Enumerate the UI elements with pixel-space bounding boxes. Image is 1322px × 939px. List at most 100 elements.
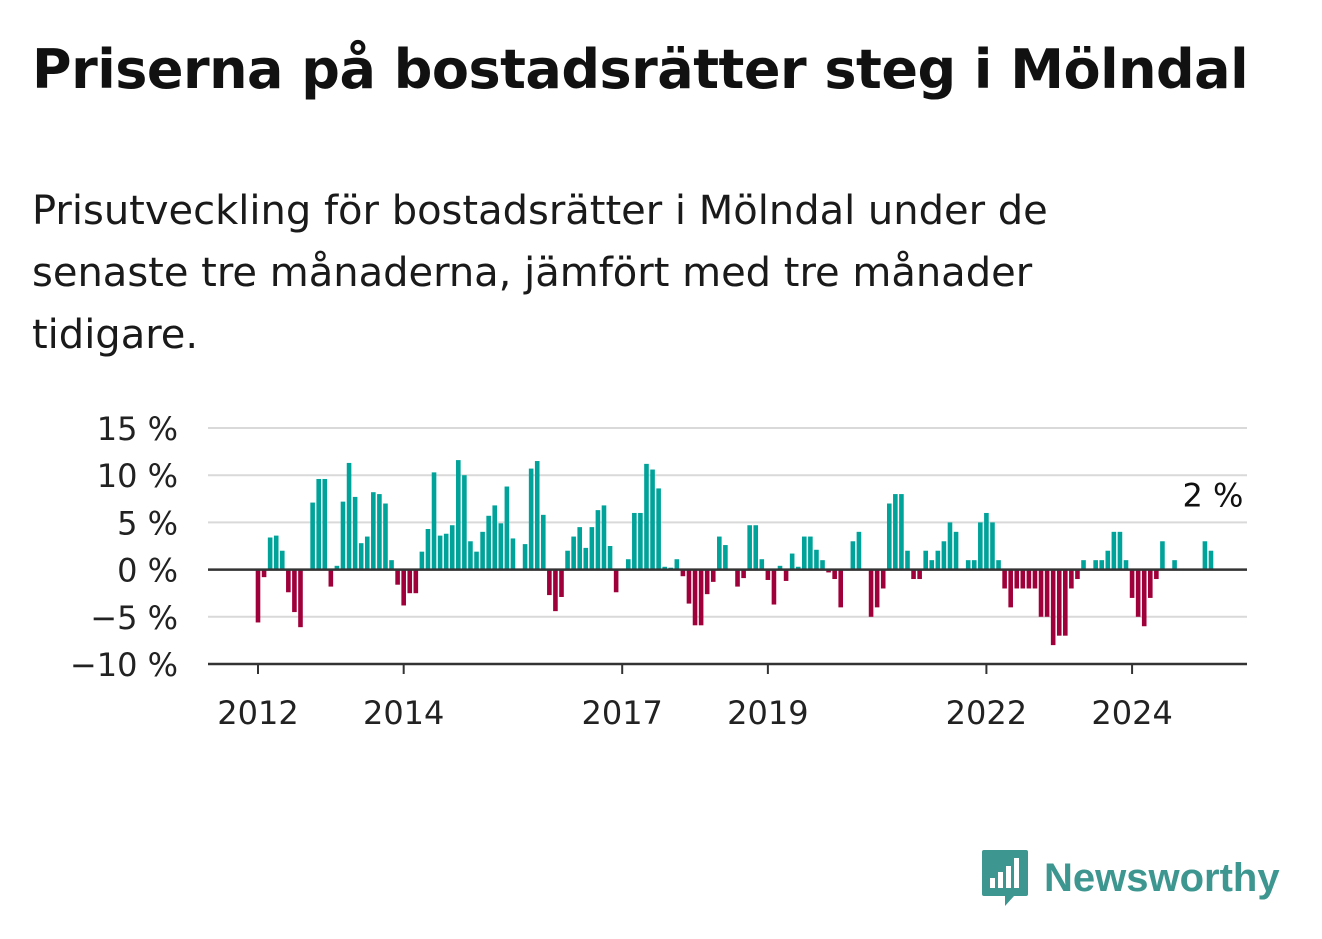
bar — [1117, 531, 1123, 570]
bar — [425, 529, 431, 570]
bar — [662, 566, 667, 570]
bar — [795, 566, 801, 570]
bar — [838, 569, 844, 608]
y-tick-label: 5 % — [117, 504, 178, 542]
bar — [407, 569, 413, 594]
bar — [953, 531, 959, 570]
bar — [286, 569, 291, 593]
bar — [401, 569, 406, 606]
bar — [389, 560, 394, 570]
bar — [589, 527, 595, 570]
bar — [704, 569, 710, 595]
bar — [498, 523, 504, 570]
bar — [510, 538, 516, 570]
bar — [255, 569, 261, 623]
bar — [1154, 569, 1159, 580]
bar — [431, 472, 437, 570]
bar — [996, 560, 1001, 570]
bar — [899, 494, 904, 570]
bar — [625, 559, 631, 570]
bar — [310, 502, 315, 570]
bar — [480, 531, 485, 570]
bar — [1160, 541, 1165, 570]
bar — [334, 565, 340, 570]
x-tick-label: 2014 — [363, 694, 444, 732]
bar — [1044, 569, 1050, 617]
bar — [1141, 569, 1147, 627]
y-tick-label: −10 % — [70, 646, 178, 684]
bar — [456, 460, 461, 570]
y-tick-label: 15 % — [97, 410, 178, 448]
bar — [941, 541, 947, 570]
y-tick-label: 10 % — [97, 457, 178, 495]
bar — [820, 560, 825, 570]
bar — [698, 569, 704, 626]
bar — [595, 510, 601, 570]
bar — [1002, 569, 1007, 589]
bar — [753, 525, 759, 570]
brand-logo: Newsworthy — [980, 848, 1280, 908]
bar — [371, 492, 376, 570]
bar-chart: 15 % 10 % 5 % 0 % −5 % −10 % 2012 2014 2017 2019 2… — [70, 410, 1247, 732]
bar — [923, 550, 928, 570]
bar — [395, 569, 400, 585]
bar — [789, 553, 795, 570]
bar — [571, 536, 576, 570]
bar — [504, 486, 510, 570]
bar — [1075, 569, 1080, 580]
bar — [340, 501, 346, 570]
bar — [692, 569, 698, 626]
bar — [1056, 569, 1062, 636]
bar — [1050, 569, 1056, 646]
bar — [1081, 560, 1086, 570]
chart-title: Priserna på bostadsrätter steg i Mölndal — [32, 38, 1249, 101]
bar — [1026, 569, 1032, 589]
bar — [990, 522, 995, 570]
bar — [717, 536, 722, 570]
bar — [886, 503, 892, 570]
bar — [565, 550, 570, 570]
bar — [783, 569, 789, 581]
bar — [747, 525, 752, 570]
bar — [832, 569, 837, 580]
bar — [328, 569, 334, 587]
bar — [322, 478, 328, 570]
bar — [868, 569, 874, 617]
bar — [1172, 560, 1177, 570]
bar — [644, 463, 649, 570]
bar — [1093, 560, 1098, 570]
bar — [279, 550, 285, 570]
last-value-label: 2 % — [1183, 477, 1244, 515]
bar — [1099, 560, 1105, 570]
bar — [1123, 560, 1129, 570]
bar — [377, 494, 382, 570]
bar — [1105, 550, 1111, 570]
bar — [1202, 541, 1208, 570]
bar — [553, 569, 558, 612]
bar — [534, 461, 540, 570]
bar — [947, 522, 953, 570]
bar — [802, 536, 807, 570]
bar — [1008, 569, 1013, 608]
bar — [984, 512, 989, 570]
bar — [917, 569, 922, 580]
bar — [559, 569, 564, 597]
bar — [298, 569, 303, 628]
bar — [929, 560, 935, 570]
bar — [874, 569, 880, 608]
bar — [413, 569, 419, 594]
bar — [680, 569, 686, 577]
bar — [935, 550, 941, 570]
bar — [1208, 550, 1214, 570]
bar — [771, 569, 777, 605]
bar — [1032, 569, 1038, 589]
bar — [474, 551, 479, 570]
bar — [911, 569, 916, 580]
bar — [462, 475, 467, 570]
bar — [292, 569, 297, 613]
bar — [1135, 569, 1141, 617]
bar — [352, 496, 358, 570]
brand-name: Newsworthy — [1044, 855, 1280, 900]
bar — [893, 494, 898, 570]
x-tick-label: 2012 — [217, 694, 298, 732]
